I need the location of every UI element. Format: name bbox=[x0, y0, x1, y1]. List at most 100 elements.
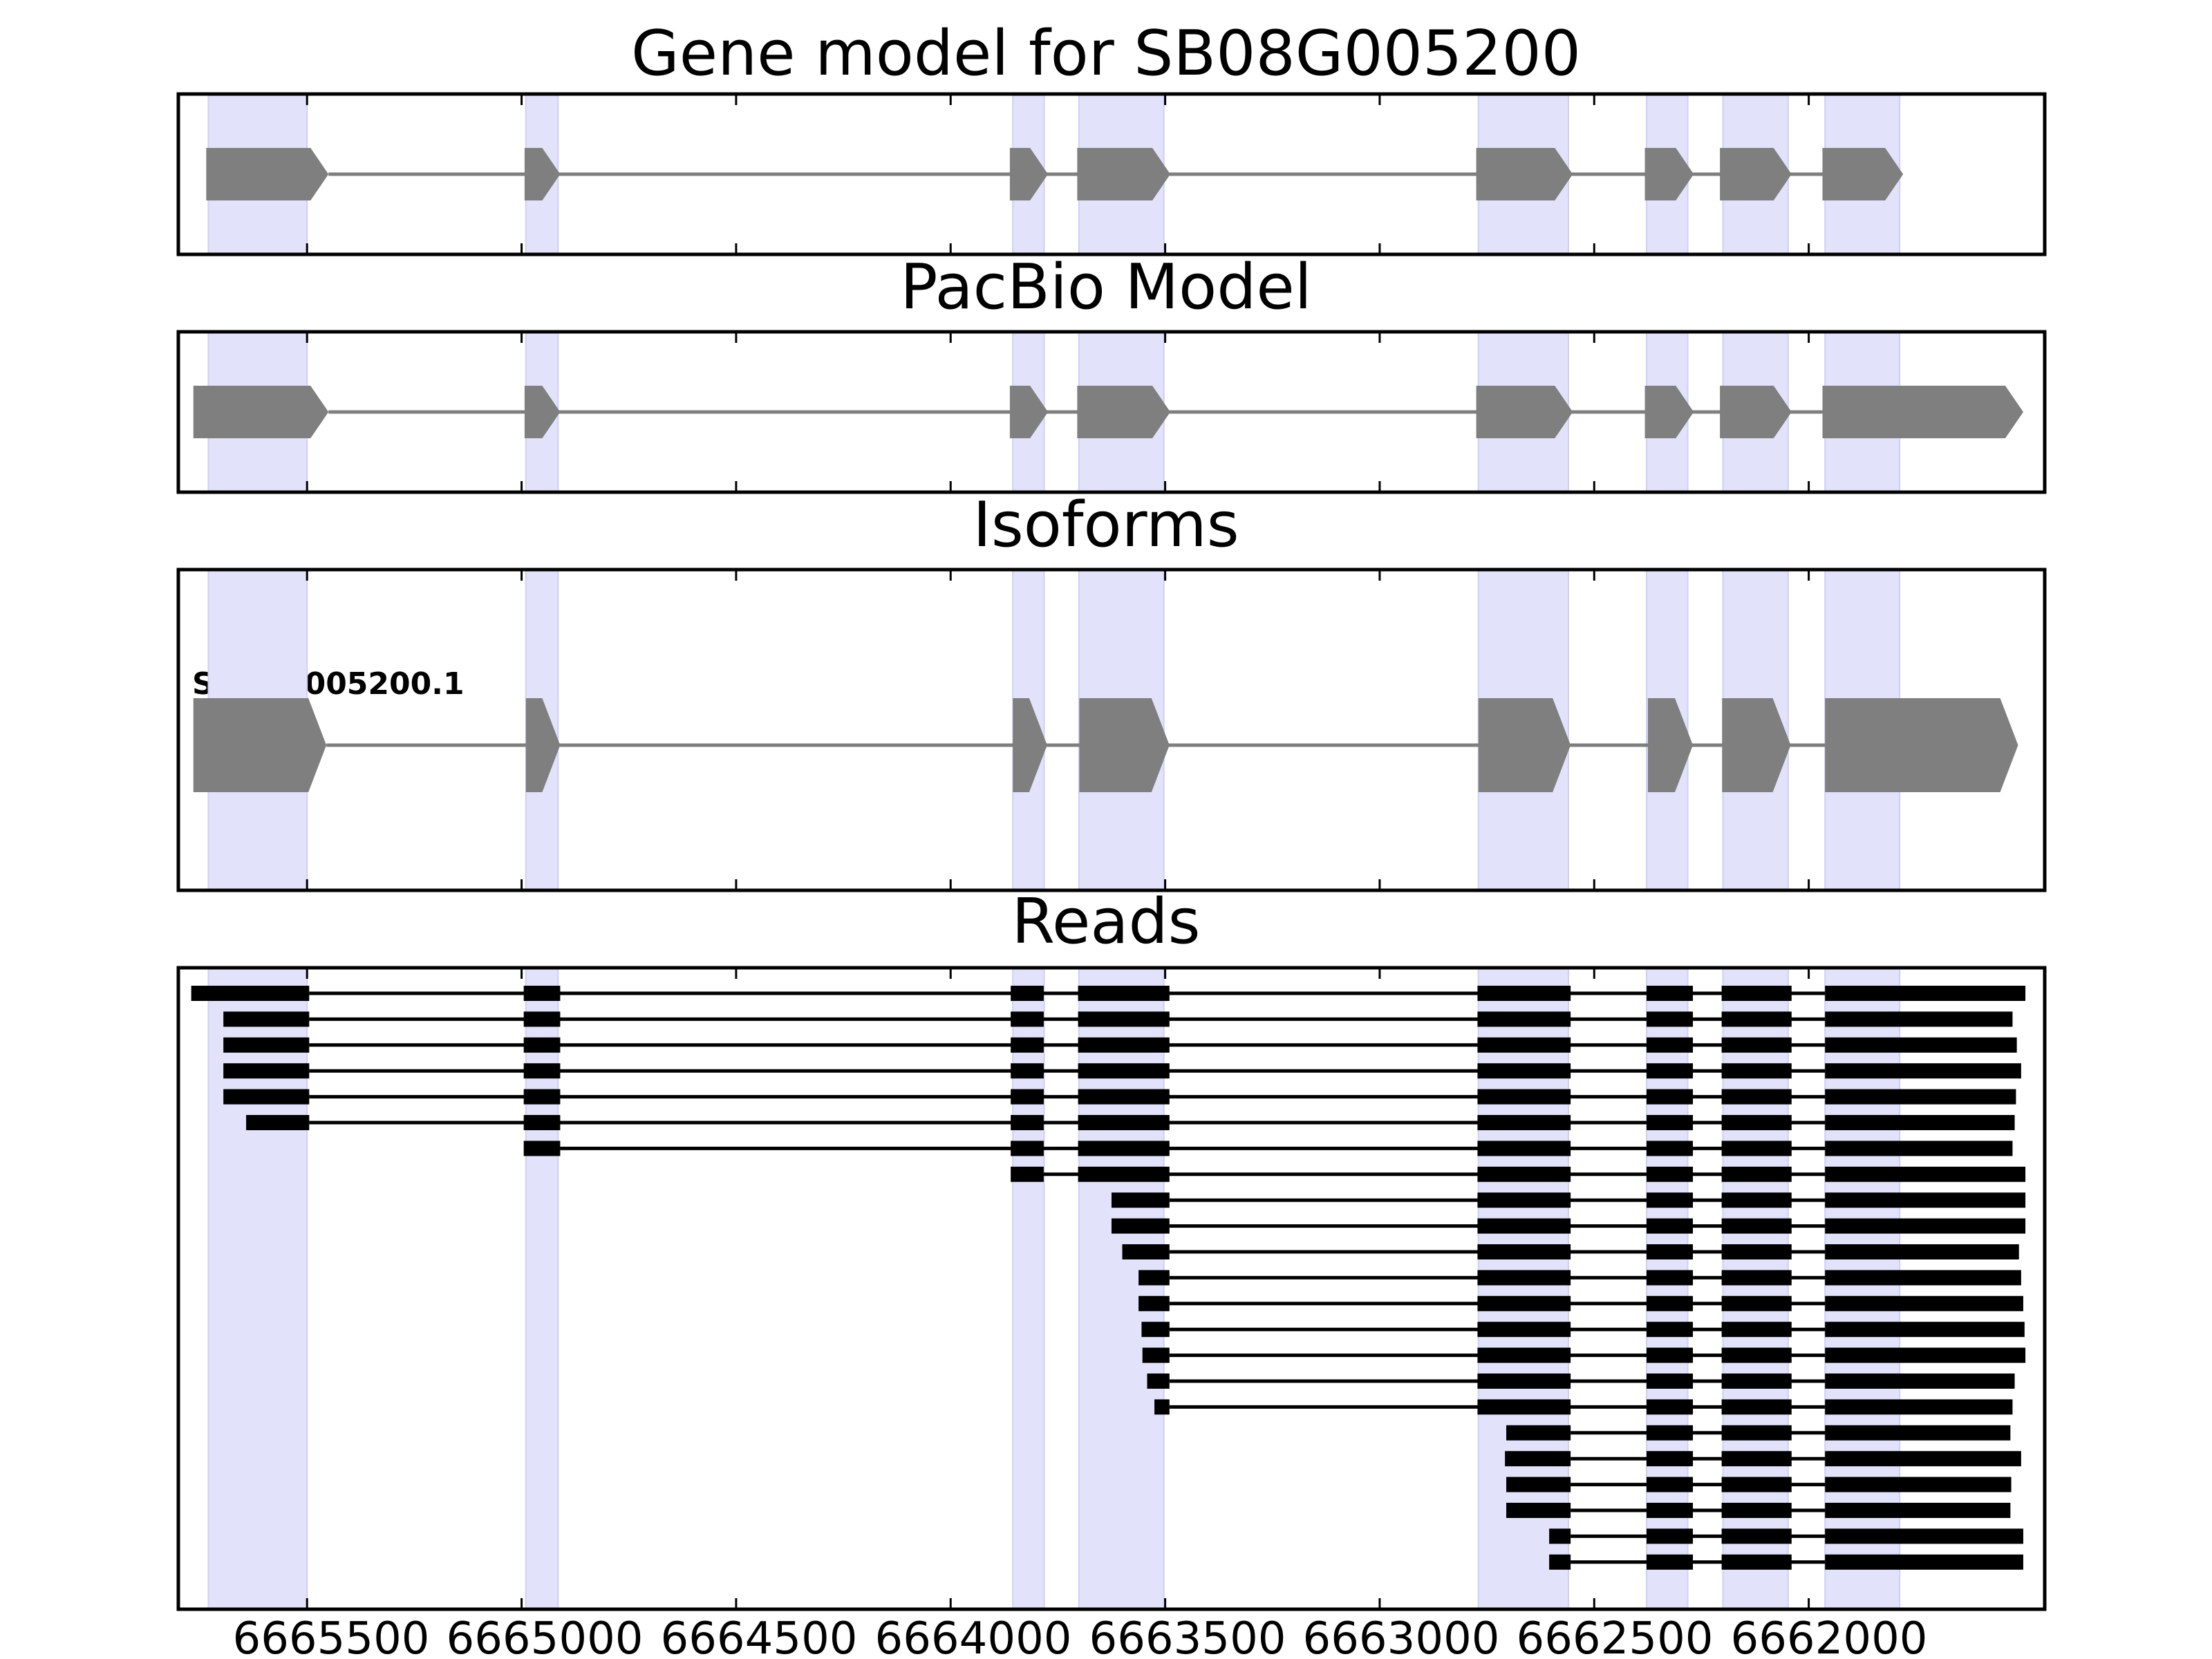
read-exon bbox=[1477, 1141, 1571, 1156]
read-exon bbox=[1721, 1166, 1792, 1182]
read-exon bbox=[523, 1115, 561, 1130]
read-exon bbox=[1477, 1244, 1571, 1259]
read-exon bbox=[1825, 986, 2026, 1001]
read-exon bbox=[1721, 1192, 1792, 1208]
exon-arrow bbox=[1478, 698, 1571, 792]
read-exon bbox=[1477, 1218, 1571, 1234]
read-exon bbox=[523, 1089, 561, 1105]
read-exon bbox=[1122, 1244, 1170, 1259]
read-exon bbox=[1825, 1399, 2013, 1415]
read-exon bbox=[1647, 1270, 1694, 1286]
read-exon bbox=[1477, 1347, 1571, 1363]
exon-arrow bbox=[1013, 698, 1047, 792]
exon-arrow bbox=[1825, 698, 2018, 792]
panel-title-reads: Reads bbox=[1011, 885, 1200, 958]
read-exon bbox=[1477, 1295, 1571, 1311]
read-exon bbox=[1647, 1011, 1694, 1027]
read-exon bbox=[1825, 1451, 2021, 1467]
read-row bbox=[1506, 1477, 2012, 1492]
read-exon bbox=[1011, 1063, 1044, 1079]
read-exon bbox=[1721, 1322, 1792, 1338]
exon-arrow bbox=[1476, 386, 1573, 438]
exon-arrow bbox=[1009, 148, 1049, 200]
read-row bbox=[1549, 1554, 2023, 1570]
read-exon bbox=[1721, 1347, 1792, 1363]
read-exon bbox=[1825, 1347, 2026, 1363]
read-row bbox=[1142, 1347, 2026, 1363]
exon-arrow bbox=[193, 698, 327, 792]
read-exon bbox=[1647, 986, 1694, 1001]
read-exon bbox=[1825, 1011, 2013, 1027]
read-row bbox=[1505, 1451, 2021, 1467]
read-exon bbox=[1721, 1218, 1792, 1234]
x-tick-label: 6665000 bbox=[446, 1613, 643, 1659]
read-exon bbox=[1647, 1399, 1694, 1415]
read-exon bbox=[1721, 1295, 1792, 1311]
read-row bbox=[1506, 1503, 2011, 1518]
read-exon bbox=[1825, 1425, 2011, 1441]
read-exon bbox=[1721, 1374, 1792, 1389]
read-exon bbox=[1825, 1270, 2021, 1286]
read-exon bbox=[1477, 1011, 1571, 1027]
read-exon bbox=[1825, 1477, 2012, 1492]
read-exon bbox=[1549, 1554, 1571, 1570]
read-exon bbox=[1721, 1528, 1792, 1544]
x-tick-label: 6663500 bbox=[1089, 1613, 1286, 1659]
exon-arrow bbox=[193, 386, 329, 438]
read-row bbox=[246, 1115, 2015, 1130]
read-exon bbox=[1825, 1115, 2015, 1130]
read-row bbox=[1147, 1374, 2015, 1389]
read-exon bbox=[1825, 1089, 2016, 1105]
read-exon bbox=[1721, 1503, 1792, 1518]
read-exon bbox=[523, 1011, 561, 1027]
read-exon bbox=[1647, 1295, 1694, 1311]
read-exon bbox=[1825, 1166, 2026, 1182]
exon-arrow bbox=[1720, 386, 1792, 438]
read-row bbox=[223, 1089, 2016, 1105]
read-exon bbox=[1721, 1037, 1792, 1053]
panel-frame bbox=[176, 966, 2047, 1611]
read-exon bbox=[1141, 1322, 1170, 1338]
x-tick-label: 6662000 bbox=[1730, 1613, 1927, 1659]
read-exon bbox=[1011, 1037, 1044, 1053]
read-exon bbox=[1142, 1347, 1170, 1363]
read-row bbox=[1141, 1322, 2025, 1338]
read-exon bbox=[1647, 1218, 1694, 1234]
read-exon bbox=[523, 986, 561, 1001]
read-exon bbox=[1721, 1089, 1792, 1105]
read-exon bbox=[223, 1063, 310, 1079]
x-tick-label: 6664500 bbox=[660, 1613, 857, 1659]
read-exon bbox=[1825, 1218, 2026, 1234]
read-row bbox=[1011, 1166, 2026, 1182]
read-exon bbox=[1721, 1011, 1792, 1027]
read-exon bbox=[1825, 1037, 2017, 1053]
exon-arrow bbox=[1644, 386, 1694, 438]
read-row bbox=[1112, 1192, 2026, 1208]
read-exon bbox=[246, 1115, 310, 1130]
read-exon bbox=[1721, 1063, 1792, 1079]
read-exon bbox=[1647, 1425, 1694, 1441]
read-exon bbox=[1477, 1115, 1571, 1130]
read-exon bbox=[1477, 1063, 1571, 1079]
read-exon bbox=[1078, 1037, 1170, 1053]
read-exon bbox=[1147, 1374, 1170, 1389]
read-exon bbox=[1647, 1115, 1694, 1130]
read-exon bbox=[1112, 1218, 1170, 1234]
read-exon bbox=[1505, 1451, 1571, 1467]
read-exon bbox=[1825, 1244, 2019, 1259]
read-row bbox=[1549, 1528, 2023, 1544]
read-row bbox=[223, 1011, 2013, 1027]
read-exon bbox=[223, 1089, 310, 1105]
read-exon bbox=[1138, 1295, 1170, 1311]
read-row bbox=[223, 1063, 2021, 1079]
read-row bbox=[1506, 1425, 2011, 1441]
exon-arrow bbox=[1077, 386, 1171, 438]
read-exon bbox=[1011, 1011, 1044, 1027]
read-exon bbox=[1477, 1089, 1571, 1105]
exon-arrow bbox=[1009, 386, 1049, 438]
read-exon bbox=[1506, 1425, 1571, 1441]
read-exon bbox=[1154, 1399, 1170, 1415]
read-exon bbox=[1647, 1192, 1694, 1208]
read-exon bbox=[1477, 1322, 1571, 1338]
